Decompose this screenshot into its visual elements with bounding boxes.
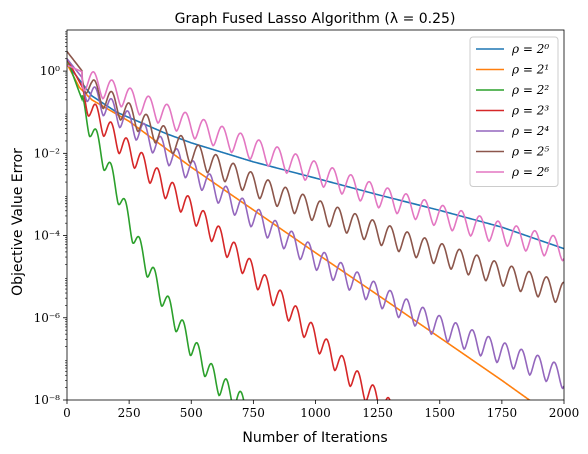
legend: ρ = 2⁰ ρ = 2¹ ρ = 2² ρ = 2³ ρ = 2⁴ ρ = 2⁵ ρ = … (469, 36, 559, 187)
series-group (67, 51, 564, 400)
legend-label: ρ = 2⁵ (511, 145, 549, 159)
y-tick-label: 10⁻⁸ (34, 393, 61, 407)
series-line-5 (67, 51, 564, 304)
series-line-4 (67, 58, 564, 390)
x-tick-label: 0 (63, 406, 71, 420)
legend-label: ρ = 2⁴ (511, 124, 549, 138)
x-tick-label: 750 (242, 406, 265, 420)
y-tick-label: 10⁰ (40, 64, 60, 78)
legend-box (469, 36, 559, 187)
plot-area: 0 250 500 750 1000 1250 1500 1750 2000 10⁻⁸ 10⁻⁶ 10… (34, 29, 580, 420)
series-line-1 (67, 63, 531, 400)
y-tick-label: 10⁻⁶ (34, 311, 61, 325)
legend-label: ρ = 2³ (511, 104, 549, 118)
chart-title: Graph Fused Lasso Algorithm (λ = 0.25) (175, 11, 456, 27)
x-tick-label: 1750 (487, 406, 518, 420)
legend-label: ρ = 2⁶ (511, 165, 549, 179)
x-tick-label: 1000 (300, 406, 331, 420)
legend-label: ρ = 2⁰ (511, 42, 549, 56)
y-axis-label: Objective Value Error (10, 148, 26, 296)
x-tick-label: 2000 (549, 406, 580, 420)
series-line-3 (67, 58, 391, 400)
x-tick-label: 500 (180, 406, 203, 420)
legend-label: ρ = 2² (511, 83, 549, 97)
series-line-6 (67, 64, 564, 262)
y-tick-label: 10⁻² (34, 146, 61, 160)
series-line-0 (67, 63, 564, 250)
x-tick-label: 1250 (362, 406, 393, 420)
y-tick-label: 10⁻⁴ (34, 229, 61, 243)
legend-label: ρ = 2¹ (511, 63, 549, 77)
x-tick-label: 250 (118, 406, 141, 420)
series-line-2 (67, 58, 245, 400)
x-axis-label: Number of Iterations (242, 430, 387, 446)
x-tick-label: 1500 (424, 406, 455, 420)
